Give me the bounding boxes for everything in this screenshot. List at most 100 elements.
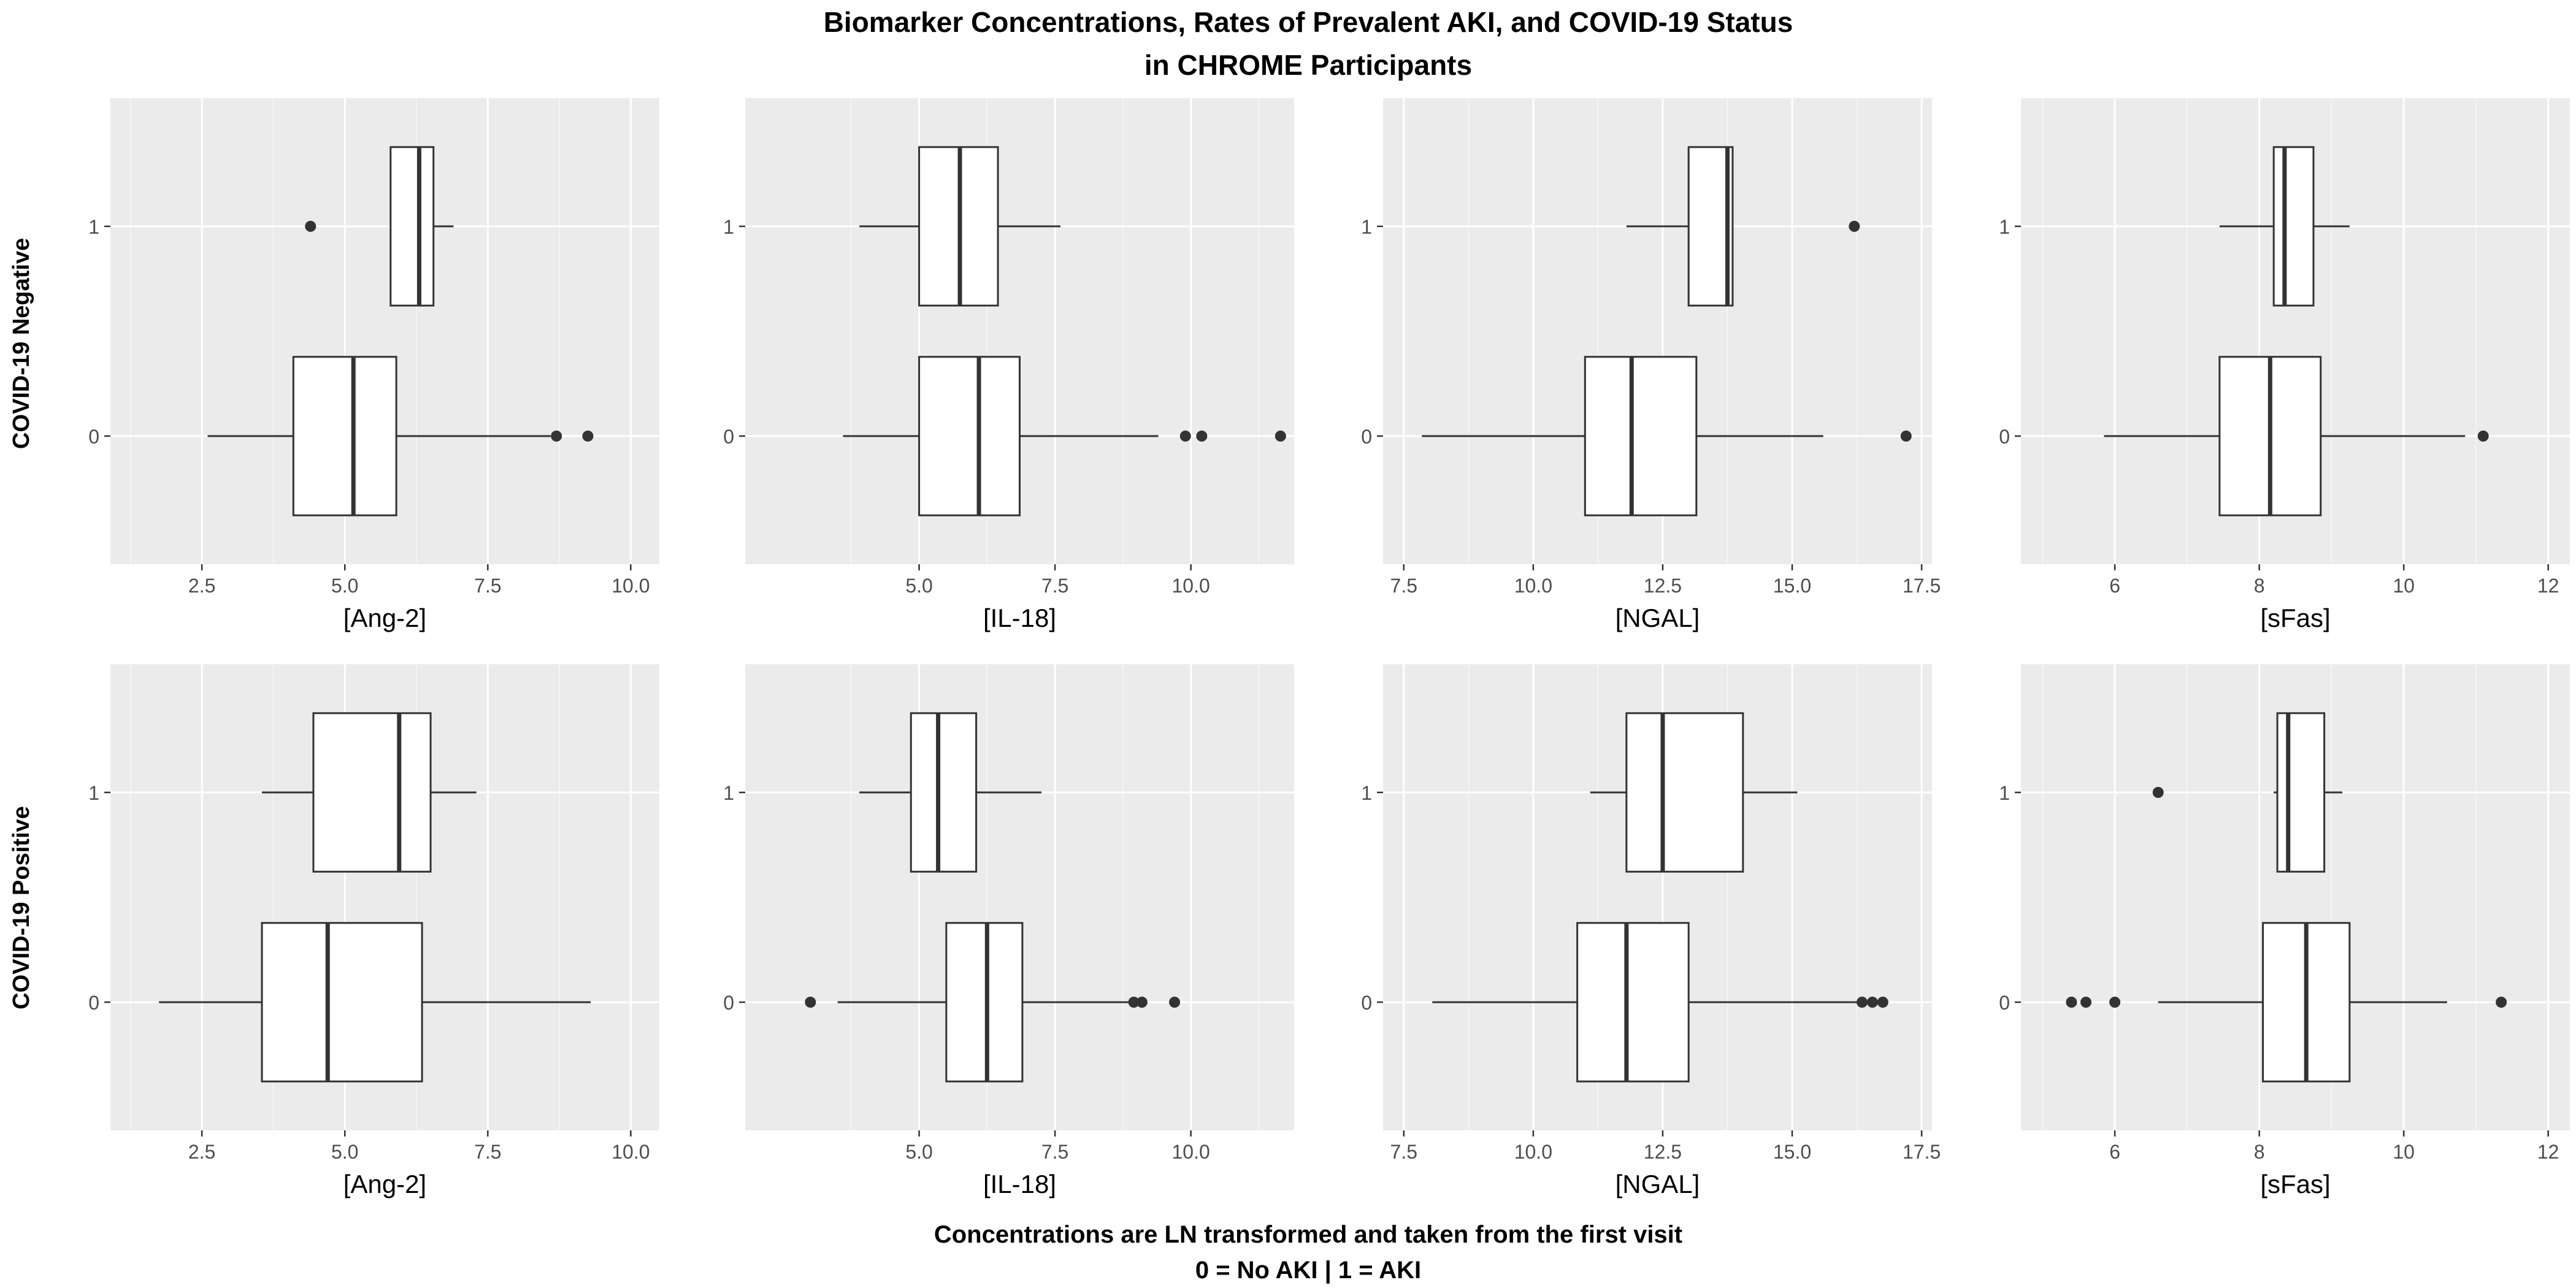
outlier-point (1849, 221, 1860, 232)
x-tick-label: 6 (2109, 1141, 2120, 1163)
figure-title-line2: in CHROME Participants (1144, 49, 1472, 81)
x-axis-label: [NGAL] (1616, 1170, 1700, 1198)
outlier-point (551, 431, 562, 442)
x-axis-label: [NGAL] (1616, 604, 1700, 632)
outlier-point (1136, 997, 1148, 1008)
outlier-point (2066, 997, 2077, 1008)
x-axis-label: [IL-18] (983, 604, 1056, 632)
box-group-0 (843, 356, 1286, 516)
box-group-1 (305, 146, 454, 307)
box-iqr (2276, 712, 2326, 873)
x-tick-label: 10.0 (611, 575, 650, 597)
y-tick-label: 0 (1999, 992, 2010, 1014)
outlier-point (1169, 997, 1181, 1008)
box-iqr (1576, 922, 1690, 1083)
facet-panel: 0 1 2.5 5.0 7.5 10.0 [Ang-2] (88, 664, 659, 1198)
box-iqr (312, 712, 432, 873)
x-axis-label: [Ang-2] (343, 1170, 426, 1198)
facet-panel: 0 1 6 8 10 12 [sFas] (1999, 664, 2570, 1198)
y-tick-label: 0 (723, 426, 734, 448)
x-tick-label: 2.5 (188, 1141, 215, 1163)
outlier-point (1866, 997, 1878, 1008)
box-iqr (918, 356, 1021, 516)
y-tick-label: 1 (88, 782, 99, 804)
y-tick-label: 0 (1361, 992, 1372, 1014)
x-axis-label: [Ang-2] (343, 604, 426, 632)
outlier-point (2496, 997, 2507, 1008)
x-tick-label: 7.5 (1041, 1141, 1068, 1163)
x-tick-label: 10.0 (1514, 575, 1552, 597)
facet-panel: 0 1 2.5 5.0 7.5 10.0 [Ang-2] (88, 98, 659, 632)
x-tick-label: 12 (2537, 1141, 2559, 1163)
box-group-1 (2219, 146, 2350, 307)
facet-panel: 0 1 5.0 7.5 10.0 [IL-18] (723, 664, 1294, 1198)
box-group-1 (262, 712, 477, 873)
x-axis-label: [IL-18] (983, 1170, 1056, 1198)
x-tick-label: 10.0 (611, 1141, 650, 1163)
x-tick-label: 10.0 (1171, 575, 1209, 597)
x-tick-label: 7.5 (474, 1141, 501, 1163)
y-tick-label: 0 (88, 426, 99, 448)
box-iqr (1687, 146, 1734, 307)
box-iqr (1584, 356, 1698, 516)
x-axis-label: [sFas] (2260, 1170, 2330, 1198)
box-iqr (1625, 712, 1744, 873)
figure-title-line1: Biomarker Concentrations, Rates of Preva… (824, 6, 1793, 38)
x-tick-label: 8 (2254, 575, 2265, 597)
outlier-point (1196, 431, 1208, 442)
box-group-1 (1590, 712, 1798, 873)
box-group-0 (1432, 922, 1888, 1083)
outlier-point (2080, 997, 2091, 1008)
outlier-point (1128, 997, 1140, 1008)
x-tick-label: 8 (2254, 1141, 2265, 1163)
facet-panel: 017.5 10.0 12.5 15.0 17.5[NGAL] (1361, 664, 1941, 1198)
y-tick-label: 0 (88, 992, 99, 1014)
box-group-0 (2104, 356, 2489, 516)
x-tick-label: 5.0 (905, 575, 932, 597)
box-iqr (389, 146, 435, 307)
x-tick-label: 7.5 (474, 575, 501, 597)
outlier-point (1857, 997, 1868, 1008)
box-group-1 (859, 146, 1060, 307)
box-iqr (945, 922, 1024, 1083)
x-tick-label: 12.5 (1644, 1141, 1682, 1163)
outlier-point (1877, 997, 1888, 1008)
y-tick-label: 1 (1361, 216, 1372, 238)
figure-caption-line1: Concentrations are LN transformed and ta… (934, 1221, 1682, 1248)
y-tick-label: 0 (723, 992, 734, 1014)
facet-panel: 017.5 10.0 12.5 15.0 17.5[NGAL] (1361, 98, 1941, 632)
x-tick-label: 5.0 (331, 1141, 358, 1163)
facet-panels: 012.5 5.0 7.5 10.0[Ang-2]015.0 7.5 10.0[IL-18… (88, 98, 2570, 1198)
x-tick-label: 7.5 (1390, 1141, 1417, 1163)
box-group-1 (859, 712, 1041, 873)
x-tick-label: 2.5 (188, 575, 215, 597)
x-tick-label: 7.5 (1390, 575, 1417, 597)
x-tick-label: 12 (2537, 575, 2559, 597)
x-tick-label: 10.0 (1171, 1141, 1209, 1163)
x-tick-label: 5.0 (331, 575, 358, 597)
outlier-point (2152, 787, 2164, 798)
facet-panel: 0 1 6 8 10 12 [sFas] (1999, 98, 2570, 632)
outlier-point (305, 221, 316, 232)
box-group-0 (159, 922, 591, 1083)
outlier-point (1900, 431, 1912, 442)
y-tick-label: 1 (723, 216, 734, 238)
outlier-point (1275, 431, 1286, 442)
x-tick-label: 12.5 (1644, 575, 1682, 597)
outlier-point (582, 431, 594, 442)
outlier-point (2477, 431, 2489, 442)
x-tick-label: 10 (2393, 1141, 2415, 1163)
y-tick-label: 1 (723, 782, 734, 804)
box-group-0 (207, 356, 594, 516)
outlier-point (1179, 431, 1191, 442)
x-tick-label: 17.5 (1903, 1141, 1941, 1163)
x-tick-label: 7.5 (1041, 575, 1068, 597)
x-tick-label: 15.0 (1773, 575, 1811, 597)
row-label-covid-negative: COVID-19 Negative (9, 238, 34, 449)
box-group-0 (805, 922, 1181, 1083)
box-iqr (261, 922, 423, 1083)
x-tick-label: 10.0 (1514, 1141, 1552, 1163)
row-label-covid-positive: COVID-19 Positive (9, 806, 34, 1010)
facet-panel: 0 1 5.0 7.5 10.0 [IL-18] (723, 98, 1294, 632)
